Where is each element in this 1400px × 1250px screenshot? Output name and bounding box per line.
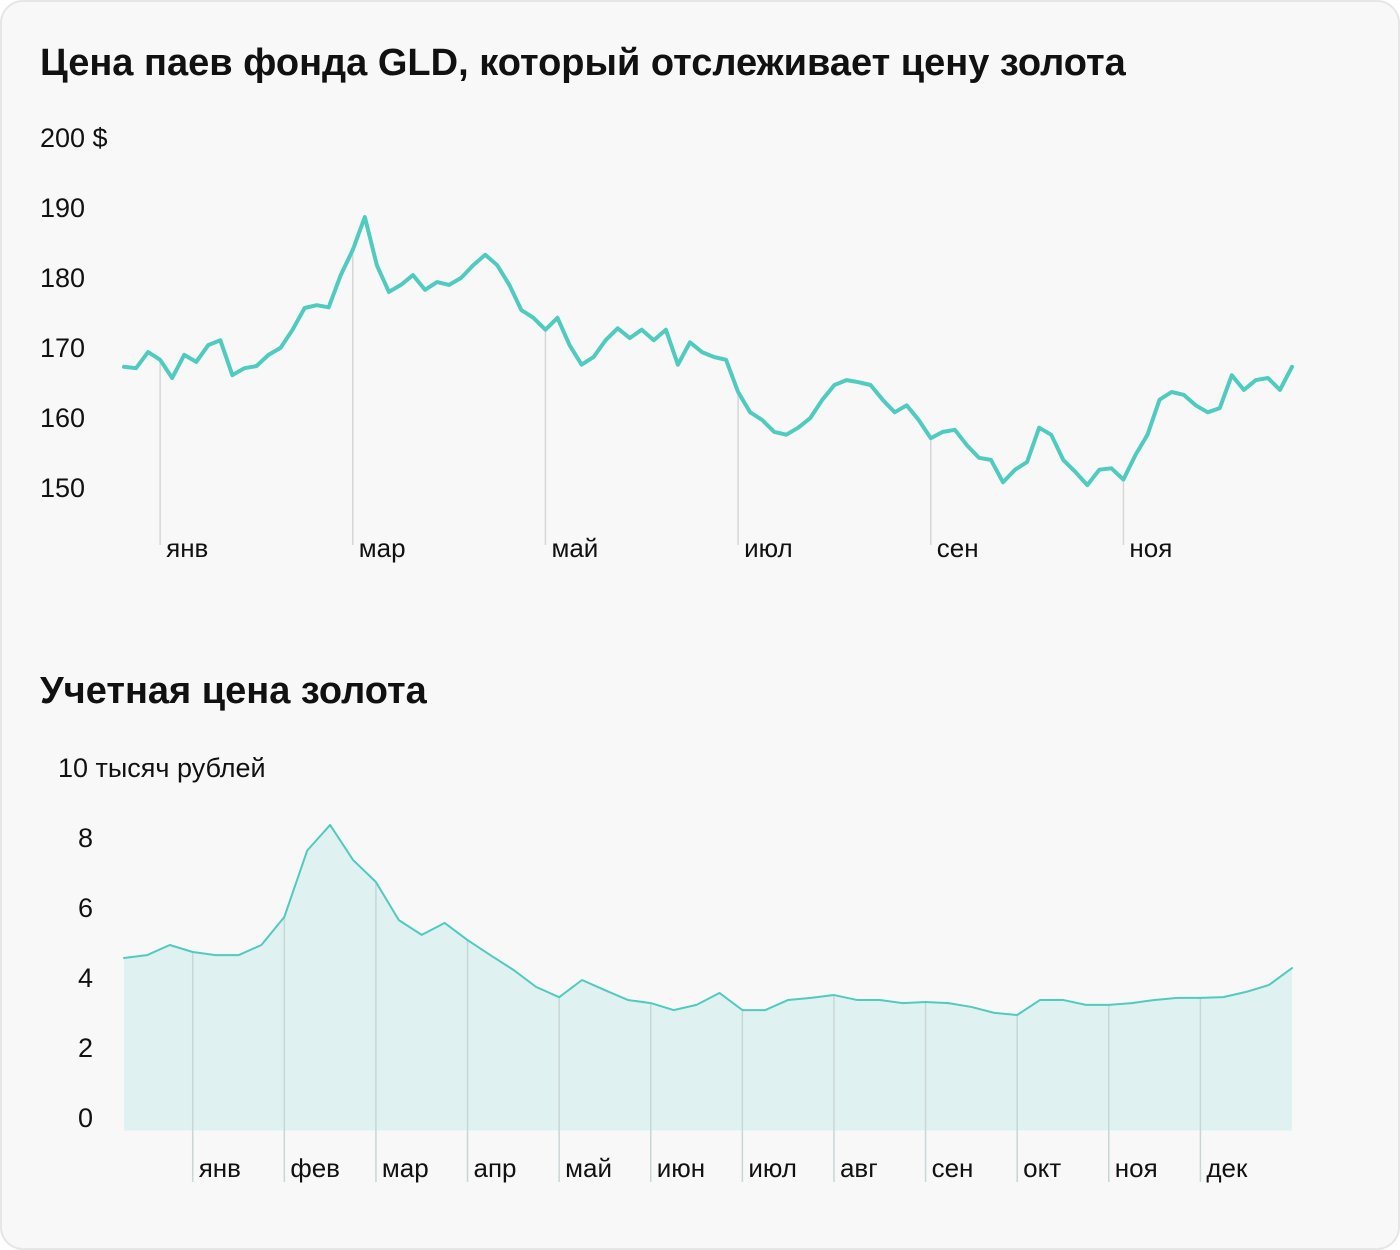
chart-title: Цена паев фонда GLD, который отслеживает… [40,42,1127,84]
y-tick-label: 190 [40,193,85,223]
x-tick-label: янв [199,1153,241,1183]
y-tick-label: 8 [78,823,93,853]
y-tick-label: 150 [40,473,85,503]
area [124,824,1292,1131]
y-tick-label: 200 $ [40,123,108,153]
x-tick-label: дек [1206,1153,1248,1183]
x-tick-label: июл [744,533,793,563]
x-tick-label: апр [474,1153,517,1183]
line [122,215,1294,488]
line [123,823,1293,1016]
y-tick-label: 4 [78,963,93,993]
x-tick-label: авг [840,1153,878,1183]
x-tick-label: июл [748,1153,797,1183]
x-tick-label: май [551,533,598,563]
x-tick-label: окт [1023,1153,1061,1183]
x-tick-label: ноя [1129,533,1172,563]
x-tick-label: июн [657,1153,705,1183]
x-tick-label: сен [932,1153,974,1183]
x-tick-label: мар [382,1153,429,1183]
y-tick-label: 160 [40,403,85,433]
y-tick-label: 10 тысяч рублей [58,753,266,783]
x-tick-label: мар [359,533,406,563]
chart-title: Учетная цена золота [40,670,428,712]
x-tick-label: ноя [1115,1153,1158,1183]
y-tick-label: 6 [78,893,93,923]
x-tick-label: фев [290,1153,340,1183]
y-tick-label: 180 [40,263,85,293]
y-tick-label: 2 [78,1033,93,1063]
x-tick-label: май [565,1153,612,1183]
y-tick-label: 170 [40,333,85,363]
y-tick-label: 0 [78,1103,93,1133]
x-tick-label: янв [166,533,208,563]
x-tick-label: сен [937,533,979,563]
